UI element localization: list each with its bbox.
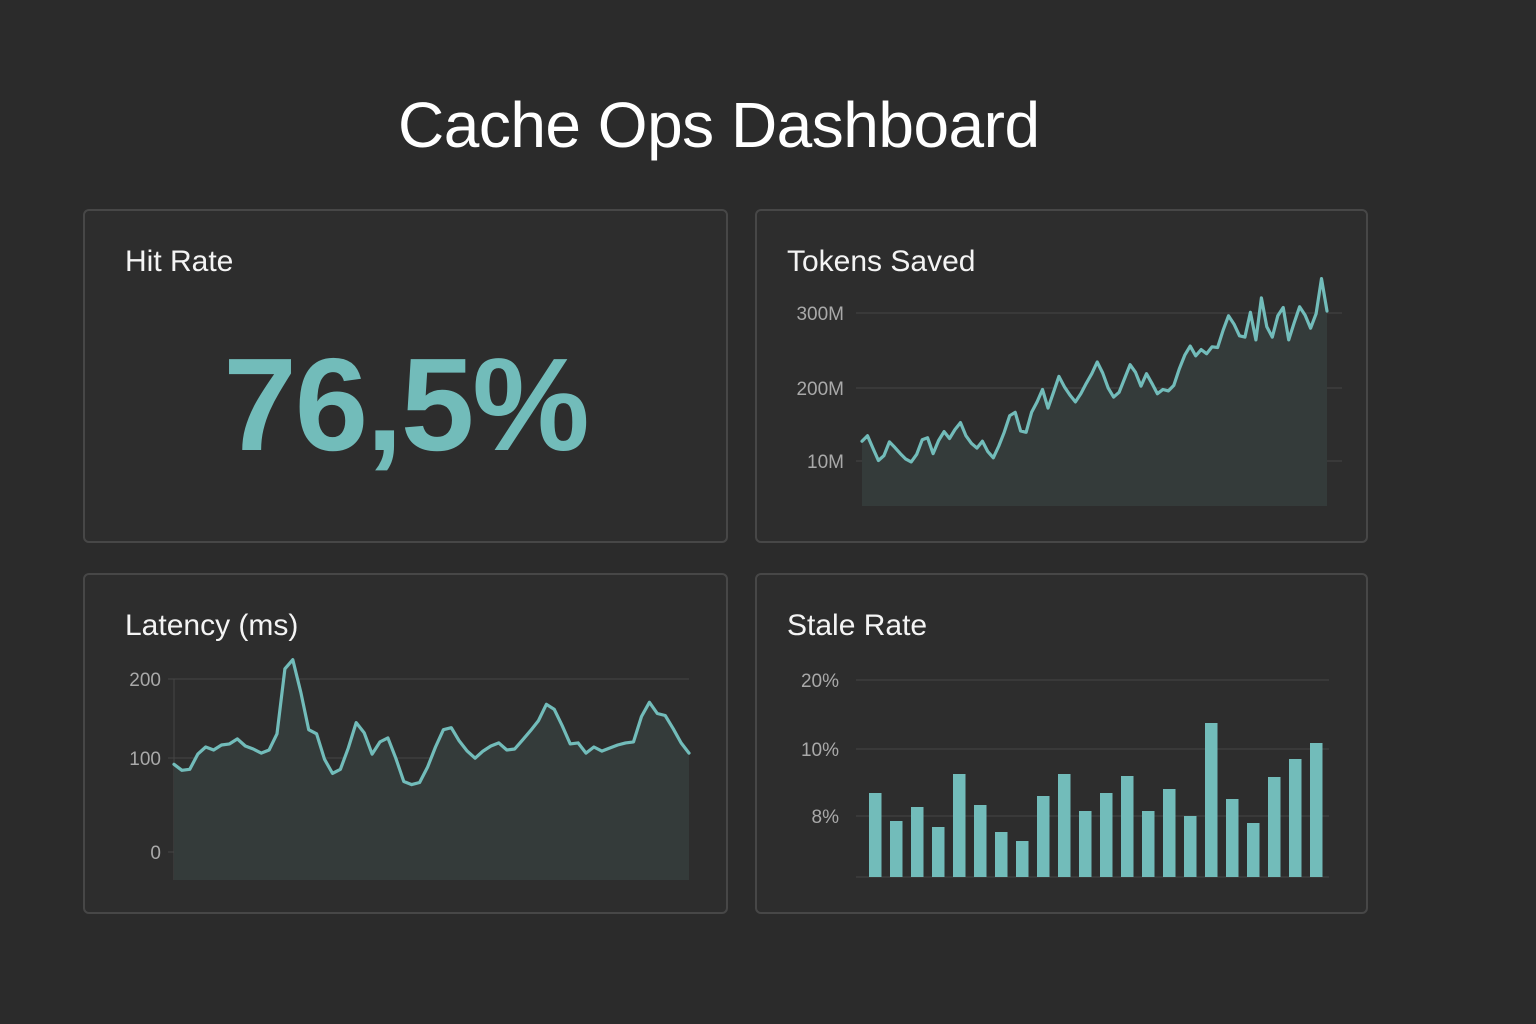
latency-title: Latency (ms) — [125, 609, 299, 642]
tokens-saved-series-line — [860, 277, 1329, 464]
stale-rate-bar — [890, 821, 903, 877]
stale-rate-bar — [932, 827, 945, 877]
stale-rate-bar — [1184, 816, 1197, 877]
stale-rate-bar — [1163, 789, 1176, 877]
stale-rate-bar — [1142, 811, 1155, 877]
stale-rate-chart: 8% 10% 20% — [801, 671, 1329, 878]
tokens-saved-y-tick-label: 300M — [796, 304, 844, 325]
stale-rate-bar — [1058, 774, 1071, 877]
stale-rate-card: Stale Rate 8% 10% 20% — [755, 573, 1368, 914]
latency-card: Latency (ms) 0 100 200 — [83, 573, 728, 914]
tokens-saved-title: Tokens Saved — [787, 245, 976, 278]
stale-rate-bar — [995, 832, 1008, 877]
tokens-saved-area-fill — [862, 278, 1327, 506]
latency-series-line — [172, 658, 691, 787]
stale-rate-bar — [1268, 777, 1281, 877]
stale-rate-bar — [1121, 776, 1134, 877]
stale-rate-bar — [1100, 793, 1113, 877]
hit-rate-value: 76,5% — [223, 331, 589, 478]
hit-rate-title: Hit Rate — [125, 245, 234, 278]
hit-rate-card: Hit Rate 76,5% — [83, 209, 728, 543]
latency-area-fill — [174, 659, 689, 880]
stale-rate-bar — [1016, 841, 1029, 877]
stale-rate-bar — [974, 805, 987, 877]
stale-rate-bar — [911, 807, 924, 877]
stale-rate-bar — [1226, 799, 1239, 877]
page-title: Cache Ops Dashboard — [398, 89, 1040, 161]
stale-rate-y-tick-label: 10% — [801, 740, 839, 761]
stale-rate-bar — [1037, 796, 1050, 877]
latency-y-tick-label: 100 — [129, 749, 161, 770]
stale-rate-y-tick-label: 8% — [812, 807, 840, 828]
stale-rate-bar — [1079, 811, 1092, 877]
stale-rate-bar — [869, 793, 882, 877]
tokens-saved-y-tick-label: 200M — [796, 379, 844, 400]
tokens-saved-y-tick-label: 10M — [807, 452, 844, 473]
stale-rate-y-tick-label: 20% — [801, 671, 839, 692]
stale-rate-bar — [1289, 759, 1302, 877]
tokens-saved-chart: 10M 200M 300M — [796, 277, 1342, 506]
latency-y-tick-label: 200 — [129, 670, 161, 691]
tokens-saved-card: Tokens Saved 10M 200M 300M — [755, 209, 1368, 543]
stale-rate-bar — [953, 774, 966, 877]
stale-rate-bar — [1310, 743, 1323, 877]
stale-rate-bar — [1247, 823, 1260, 877]
stale-rate-title: Stale Rate — [787, 609, 928, 642]
stale-rate-bar — [1205, 723, 1218, 877]
latency-y-tick-label: 0 — [150, 843, 161, 864]
latency-chart: 0 100 200 — [129, 658, 691, 880]
